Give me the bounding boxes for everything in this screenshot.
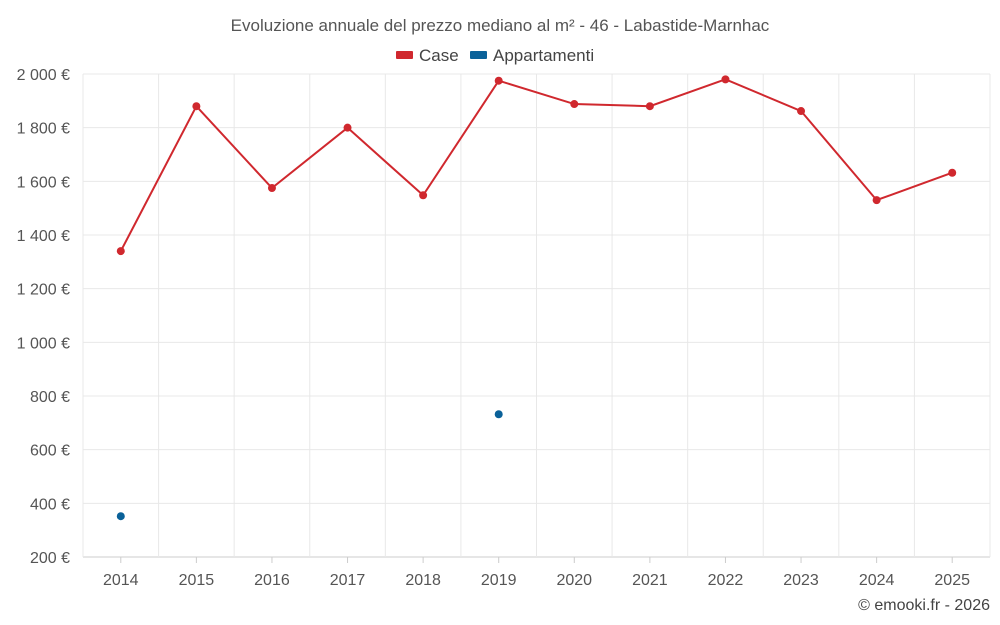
- x-tick-label: 2025: [934, 572, 970, 589]
- x-axis-ticks: 2014 2015 2016 2017 2018 2019 2020 2021 2022 2023…: [103, 557, 970, 589]
- y-tick-label: 2 000 €: [17, 67, 70, 84]
- series-line-case: [119, 78, 953, 252]
- x-tick-label: 2022: [708, 572, 744, 589]
- data-point-case[interactable]: [343, 123, 352, 132]
- data-point-case[interactable]: [116, 247, 125, 256]
- data-point-case[interactable]: [645, 102, 654, 111]
- y-tick-label: 1 200 €: [17, 282, 70, 299]
- legend: Case Appartamenti: [396, 46, 594, 65]
- x-tick-label: 2024: [859, 572, 895, 589]
- chart-title: Evoluzione annuale del prezzo mediano al…: [231, 16, 770, 35]
- data-point-case[interactable]: [192, 102, 201, 111]
- x-tick-label: 2023: [783, 572, 819, 589]
- x-tick-label: 2016: [254, 572, 290, 589]
- data-point-appartamenti[interactable]: [116, 512, 125, 521]
- data-point-case[interactable]: [419, 191, 428, 200]
- credit-text: © emooki.fr - 2026: [858, 597, 990, 614]
- data-point-case[interactable]: [570, 100, 579, 109]
- x-gridlines: [82, 74, 991, 557]
- data-point-case[interactable]: [948, 168, 957, 177]
- legend-label-appartamenti: Appartamenti: [493, 46, 594, 65]
- y-tick-label: 200 €: [30, 550, 70, 567]
- y-tick-label: 1 800 €: [17, 121, 70, 138]
- data-point-case[interactable]: [721, 75, 730, 84]
- data-point-case[interactable]: [797, 107, 806, 116]
- x-tick-label: 2021: [632, 572, 668, 589]
- y-tick-label: 600 €: [30, 443, 70, 460]
- data-point-case[interactable]: [267, 184, 276, 193]
- legend-item-case[interactable]: Case: [396, 46, 459, 65]
- x-tick-label: 2017: [330, 572, 366, 589]
- x-tick-label: 2018: [405, 572, 441, 589]
- legend-label-case: Case: [419, 46, 459, 65]
- legend-swatch-appartamenti: [470, 51, 487, 59]
- x-tick-label: 2020: [556, 572, 592, 589]
- y-tick-label: 1 000 €: [17, 335, 70, 352]
- x-tick-label: 2015: [179, 572, 215, 589]
- legend-swatch-case: [396, 51, 413, 59]
- legend-item-appartamenti[interactable]: Appartamenti: [470, 46, 594, 65]
- data-point-appartamenti[interactable]: [494, 410, 503, 419]
- data-point-case[interactable]: [494, 76, 503, 85]
- y-axis-ticks: 200 € 400 € 600 € 800 € 1 000 € 1 200 € 1 400 …: [17, 67, 70, 567]
- y-tick-label: 800 €: [30, 389, 70, 406]
- y-tick-label: 1 400 €: [17, 228, 70, 245]
- y-tick-label: 400 €: [30, 496, 70, 513]
- x-tick-label: 2014: [103, 572, 139, 589]
- x-tick-label: 2019: [481, 572, 517, 589]
- data-point-case[interactable]: [872, 196, 881, 205]
- series-layer: [116, 75, 957, 521]
- y-tick-label: 1 600 €: [17, 174, 70, 191]
